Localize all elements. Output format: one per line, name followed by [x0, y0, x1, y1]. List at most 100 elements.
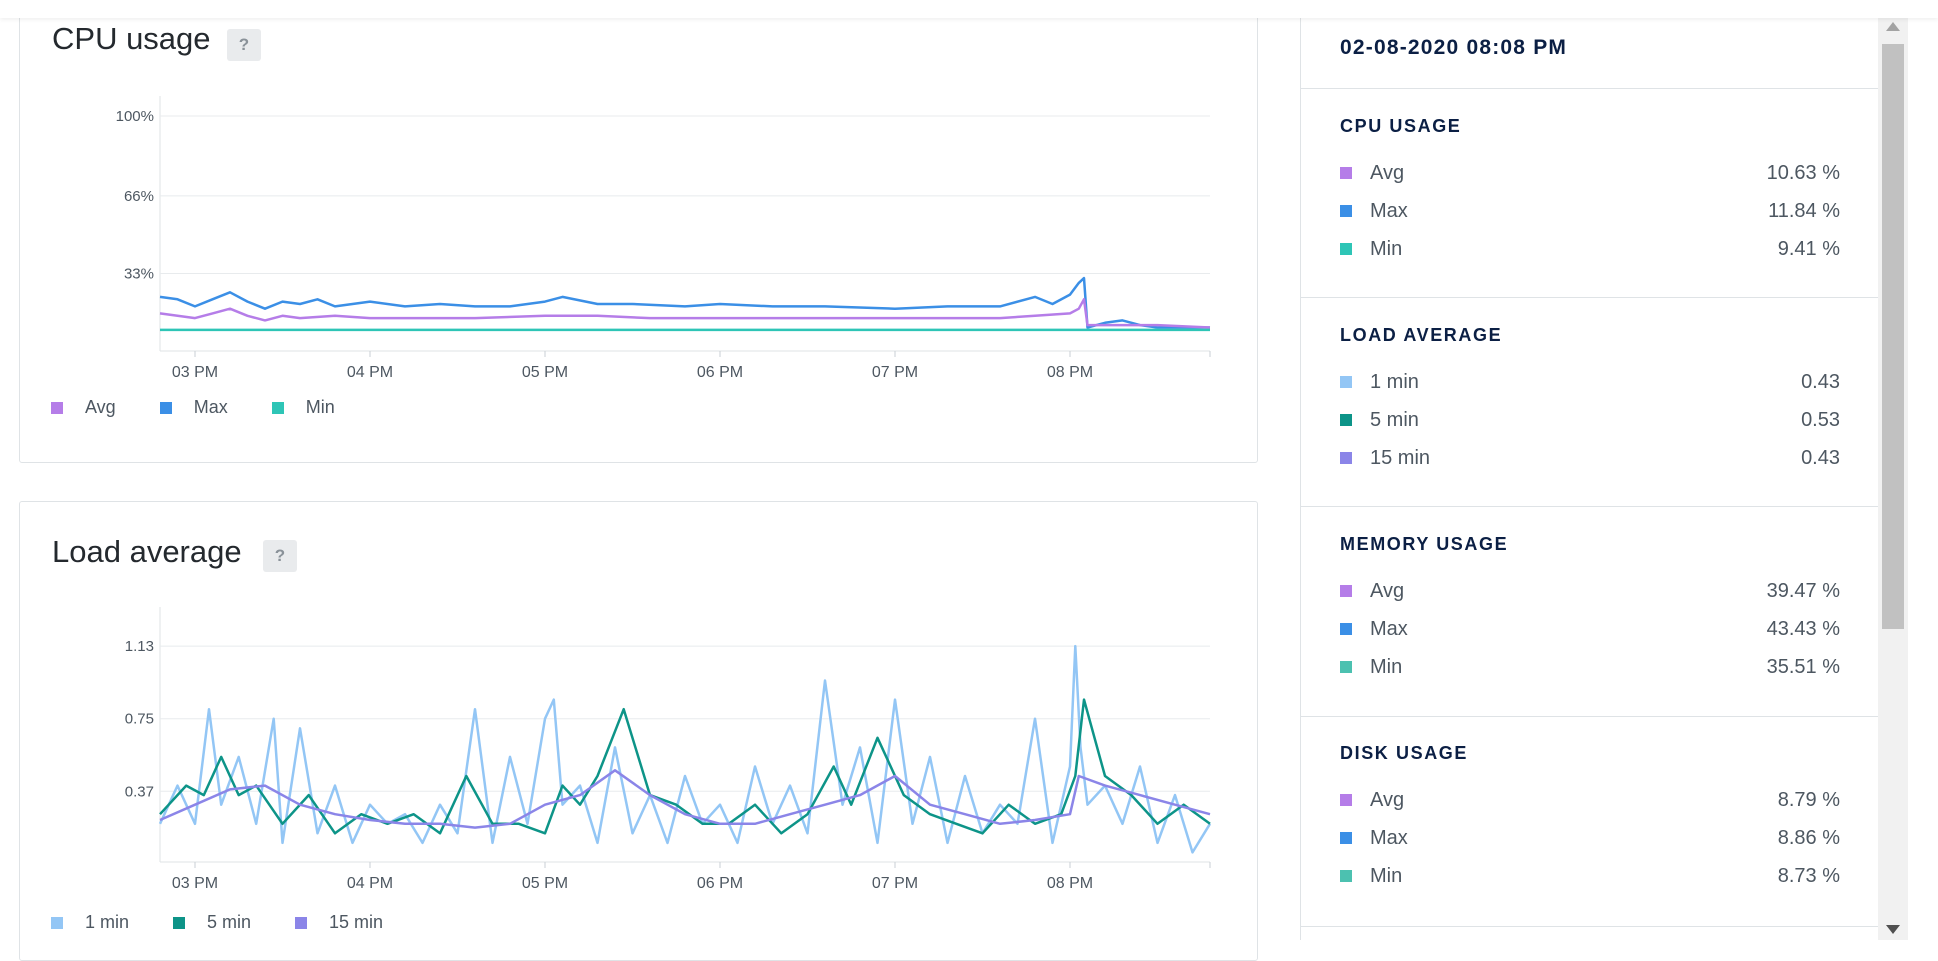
legend-label-avg: Avg — [85, 397, 116, 417]
stat-row-min: Min 35.51 % — [1340, 648, 1840, 686]
stat-label: 5 min — [1370, 408, 1419, 431]
stat-value: 39.47 % — [1766, 579, 1840, 602]
scroll-up-icon[interactable] — [1886, 22, 1900, 31]
cpu-help-button[interactable]: ? — [227, 29, 261, 61]
legend-label-max: Max — [193, 397, 228, 417]
stat-row-max: Max 43.43 % — [1340, 610, 1840, 648]
cpu-usage-card: CPU usage ? 100% 66% 33% 03 PM 04 PM 05 PM 06 … — [19, 0, 1258, 463]
stat-value: 8.86 % — [1777, 826, 1840, 849]
divider — [1301, 88, 1879, 89]
divider — [1301, 926, 1879, 927]
legend-label-1min: 1 min — [85, 912, 130, 932]
legend-swatch-1min — [51, 916, 63, 929]
swatch — [1340, 205, 1352, 217]
section-title: DISK USAGE — [1340, 743, 1469, 763]
stat-label: 15 min — [1370, 446, 1431, 469]
divider — [1301, 297, 1879, 298]
swatch — [1340, 661, 1352, 673]
x-tick-label: 06 PM — [697, 364, 743, 381]
stat-row-max: Max 11.84 % — [1340, 192, 1840, 230]
stat-row-avg: Avg 10.63 % — [1340, 154, 1840, 192]
right-margin — [1908, 0, 1938, 940]
load-average-card: Load average ? 1.13 0.75 0.37 03 PM 04 PM 05 … — [19, 501, 1258, 961]
series-line-avg — [159, 298, 1211, 329]
x-tick-label: 04 PM — [347, 364, 393, 381]
legend-swatch-15min — [295, 916, 308, 929]
load-help-button[interactable]: ? — [263, 540, 297, 572]
scroll-down-icon[interactable] — [1886, 925, 1900, 934]
swatch — [1340, 870, 1352, 882]
vertical-scrollbar[interactable] — [1878, 18, 1908, 940]
scroll-thumb[interactable] — [1882, 44, 1904, 629]
stat-label: Avg — [1370, 579, 1405, 602]
stat-label: Max — [1370, 826, 1408, 849]
stat-value: 8.79 % — [1777, 788, 1840, 811]
legend-swatch-max — [159, 401, 172, 414]
legend-item-15min[interactable]: 15 min — [295, 912, 383, 933]
legend-item-max[interactable]: Max — [159, 397, 228, 418]
swatch — [1340, 585, 1352, 597]
stat-label: Avg — [1370, 161, 1405, 184]
stat-row-1min: 1 min 0.43 — [1340, 363, 1840, 401]
timestamp: 02-08-2020 08:08 PM — [1340, 36, 1568, 59]
legend-label-5min: 5 min — [207, 912, 252, 932]
x-tick-label: 03 PM — [172, 875, 218, 892]
stat-value: 9.41 % — [1777, 237, 1840, 260]
stat-row-avg: Avg 8.79 % — [1340, 781, 1840, 819]
x-tick-label: 03 PM — [172, 364, 218, 381]
stat-row-max: Max 8.86 % — [1340, 819, 1840, 857]
stat-row-avg: Avg 39.47 % — [1340, 572, 1840, 610]
stat-value: 0.43 — [1801, 446, 1840, 469]
swatch — [1340, 452, 1352, 464]
y-tick-label: 0.37 — [125, 783, 154, 800]
legend-swatch-5min — [173, 916, 186, 929]
stat-value: 10.63 % — [1766, 161, 1840, 184]
top-bar — [0, 0, 1938, 18]
legend-item-min[interactable]: Min — [271, 397, 335, 418]
y-tick-label: 100% — [116, 108, 154, 125]
stat-label: Avg — [1370, 788, 1405, 811]
section-cpu-usage: CPU USAGE Avg 10.63 % Max 11.84 % Min 9.41 … — [1340, 116, 1840, 268]
swatch — [1340, 414, 1352, 426]
stat-value: 0.43 — [1801, 370, 1840, 393]
load-average-title: Load average — [52, 534, 242, 569]
legend-item-5min[interactable]: 5 min — [173, 912, 251, 933]
stat-row-min: Min 8.73 % — [1340, 857, 1840, 895]
stat-value: 35.51 % — [1766, 655, 1840, 678]
section-load-average: LOAD AVERAGE 1 min 0.43 5 min 0.53 15 min 0… — [1340, 325, 1840, 477]
stat-value: 0.53 — [1801, 408, 1840, 431]
series-line-max — [159, 276, 1210, 329]
y-tick-label: 66% — [124, 188, 154, 205]
legend-item-avg[interactable]: Avg — [51, 397, 116, 418]
stat-label: Min — [1370, 655, 1403, 678]
x-tick-label: 06 PM — [697, 875, 743, 892]
stat-label: Max — [1370, 199, 1408, 222]
swatch — [1340, 167, 1352, 179]
section-disk-usage: DISK USAGE Avg 8.79 % Max 8.86 % Min 8.73 % — [1340, 743, 1840, 895]
x-tick-label: 04 PM — [347, 875, 393, 892]
section-title: LOAD AVERAGE — [1340, 325, 1503, 345]
load-legend: 1 min 5 min 15 min — [51, 912, 427, 933]
swatch — [1340, 794, 1352, 806]
y-tick-label: 0.75 — [125, 711, 154, 728]
stat-row-min: Min 9.41 % — [1340, 230, 1840, 268]
x-tick-label: 05 PM — [522, 875, 568, 892]
swatch — [1340, 832, 1352, 844]
legend-item-1min[interactable]: 1 min — [51, 912, 129, 933]
cpu-legend: Avg Max Min — [51, 397, 379, 418]
swatch — [1340, 623, 1352, 635]
load-average-chart: 1.13 0.75 0.37 03 PM 04 PM 05 PM 06 PM 07 PM 08 … — [125, 607, 1212, 892]
x-tick-label: 07 PM — [872, 364, 918, 381]
y-tick-label: 1.13 — [125, 638, 154, 655]
divider — [1301, 716, 1879, 717]
stat-value: 43.43 % — [1766, 617, 1840, 640]
legend-label-15min: 15 min — [329, 912, 384, 932]
series-line-1-min — [158, 644, 1212, 854]
legend-label-min: Min — [305, 397, 335, 417]
section-title: CPU USAGE — [1340, 116, 1462, 136]
legend-swatch-avg — [51, 401, 63, 414]
section-title: MEMORY USAGE — [1340, 534, 1509, 554]
x-tick-label: 05 PM — [522, 364, 568, 381]
stat-label: Min — [1370, 237, 1403, 260]
cpu-usage-title: CPU usage — [52, 21, 211, 56]
